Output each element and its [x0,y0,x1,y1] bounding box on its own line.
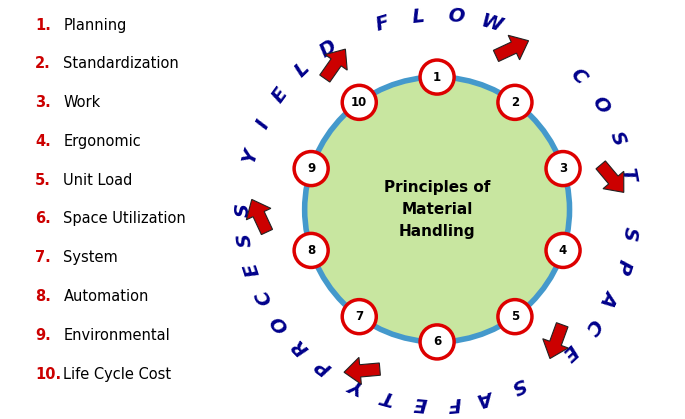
Text: 2.: 2. [35,56,51,71]
Text: Y: Y [240,147,262,166]
Text: 1: 1 [433,70,441,83]
Text: T: T [378,386,396,408]
Text: 6.: 6. [35,212,51,226]
Text: Automation: Automation [64,289,149,304]
Text: 5.: 5. [35,173,51,188]
Text: D: D [316,36,340,61]
Text: C: C [580,315,604,338]
Text: Principles of
Material
Handling: Principles of Material Handling [384,180,490,239]
Text: C: C [566,64,590,88]
Text: S: S [234,202,253,217]
Text: S: S [619,225,640,241]
Circle shape [498,300,532,334]
Text: F: F [447,393,462,413]
FancyArrow shape [247,199,273,235]
Text: 1.: 1. [35,18,51,33]
FancyArrow shape [596,161,624,192]
Text: 7: 7 [356,310,363,323]
Text: A: A [477,385,497,408]
Text: Standardization: Standardization [64,56,179,71]
Text: P: P [312,354,334,378]
Text: E: E [242,260,264,279]
Text: Unit Load: Unit Load [64,173,133,188]
Text: 10.: 10. [35,367,61,382]
Text: 10: 10 [351,96,367,109]
Text: S: S [235,231,256,248]
Text: E: E [412,393,427,413]
FancyArrow shape [493,35,529,62]
FancyArrow shape [543,323,568,359]
Text: Life Cycle Cost: Life Cycle Cost [64,367,171,382]
Text: L: L [412,6,425,26]
Text: 6: 6 [433,336,441,349]
Text: 7.: 7. [35,250,51,265]
Circle shape [420,325,454,359]
Text: 3.: 3. [35,95,51,110]
Circle shape [305,77,569,342]
Text: Ergonomic: Ergonomic [64,134,141,149]
Text: 3: 3 [559,162,567,175]
Text: C: C [253,287,276,308]
Text: Planning: Planning [64,18,127,33]
Text: Work: Work [64,95,101,110]
Text: 9: 9 [307,162,315,175]
FancyArrow shape [344,357,380,384]
Text: Environmental: Environmental [64,328,170,343]
Text: O: O [268,311,292,336]
Text: E: E [269,85,292,106]
Text: F: F [373,13,391,35]
Text: 5: 5 [511,310,519,323]
Text: 4: 4 [559,244,567,257]
Text: O: O [588,93,613,117]
Text: P: P [612,256,634,276]
Text: W: W [479,11,505,36]
Text: 4.: 4. [35,134,51,149]
Circle shape [546,233,580,267]
Text: S: S [509,374,530,397]
Text: R: R [288,335,312,359]
Circle shape [342,85,376,119]
Text: Space Utilization: Space Utilization [64,212,186,226]
Text: S: S [606,129,629,148]
Text: 9.: 9. [35,328,51,343]
Text: 8: 8 [307,244,315,257]
Text: O: O [447,6,465,27]
Text: E: E [558,340,581,363]
Circle shape [294,152,328,186]
Circle shape [420,60,454,94]
Text: System: System [64,250,119,265]
Text: 2: 2 [511,96,519,109]
Text: A: A [598,287,622,308]
Circle shape [342,300,376,334]
Text: L: L [291,59,314,81]
Circle shape [294,233,328,267]
FancyArrow shape [320,49,347,82]
Text: T: T [617,166,638,182]
Text: 8.: 8. [35,289,51,304]
Circle shape [546,152,580,186]
Text: Y: Y [345,374,366,397]
Circle shape [498,85,532,119]
Text: I: I [253,117,273,132]
